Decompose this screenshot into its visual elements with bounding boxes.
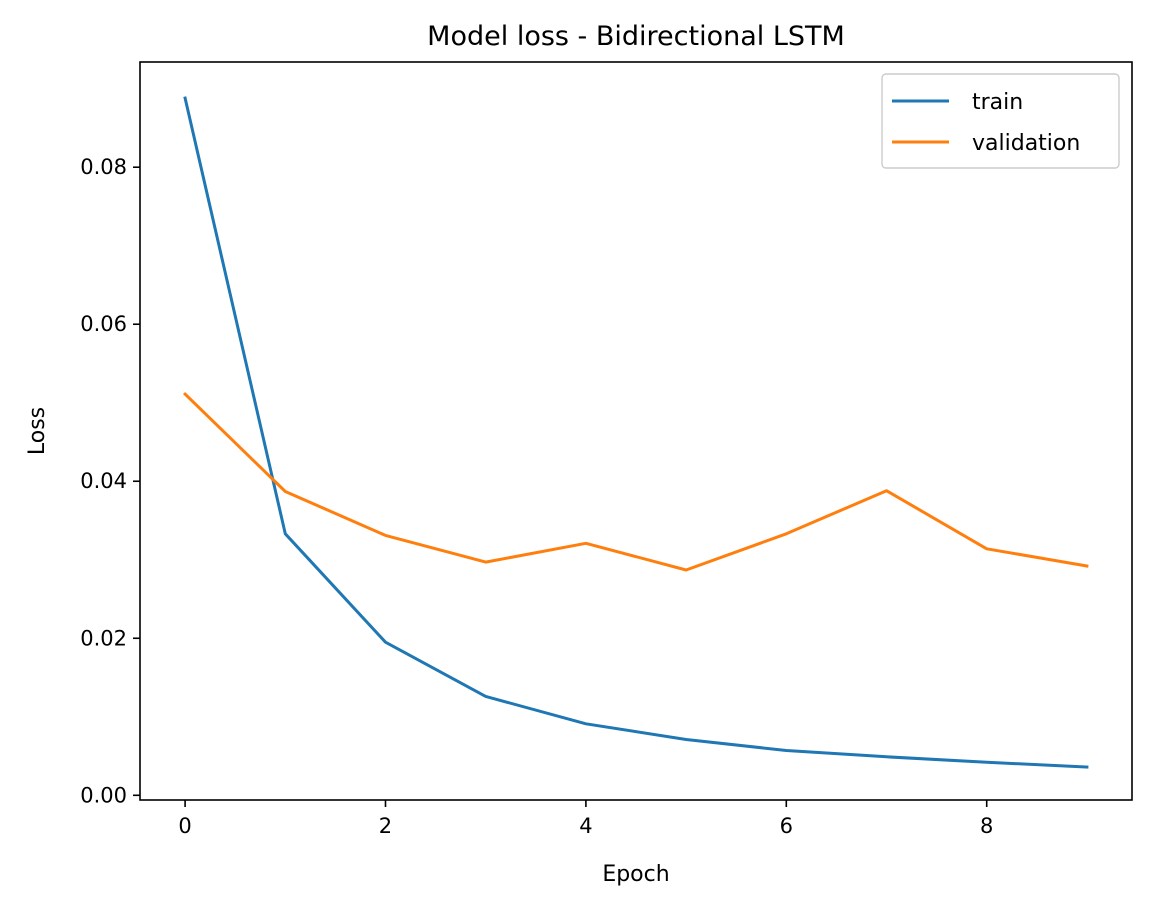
x-tick-label: 8 bbox=[980, 814, 993, 838]
y-axis-label: Loss bbox=[25, 407, 50, 455]
x-tick-label: 6 bbox=[780, 814, 793, 838]
x-tick-label: 0 bbox=[178, 814, 191, 838]
legend-box bbox=[881, 73, 1120, 169]
y-tick-label: 0.08 bbox=[80, 155, 127, 179]
y-tick-label: 0.02 bbox=[80, 626, 127, 650]
x-axis-label: Epoch bbox=[602, 862, 669, 887]
series-line-train bbox=[183, 96, 1089, 769]
y-tick-label: 0.04 bbox=[80, 469, 127, 493]
x-tick-label: 4 bbox=[579, 814, 592, 838]
legend-label-validation: validation bbox=[972, 131, 1080, 156]
series-line-validation bbox=[182, 391, 1089, 572]
plot-frame bbox=[139, 61, 1133, 801]
y-tick-label: 0.06 bbox=[80, 312, 127, 336]
series-layer bbox=[182, 96, 1089, 769]
y-tick-label: 0.00 bbox=[80, 783, 127, 807]
chart-title: Model loss - Bidirectional LSTM bbox=[427, 21, 845, 52]
ticks-layer: 0 2 4 6 8 0.00 0.02 0.04 0.06 0.08 bbox=[80, 155, 993, 838]
legend: train validation bbox=[881, 73, 1120, 169]
legend-label-train: train bbox=[972, 90, 1023, 115]
x-tick-label: 2 bbox=[379, 814, 392, 838]
